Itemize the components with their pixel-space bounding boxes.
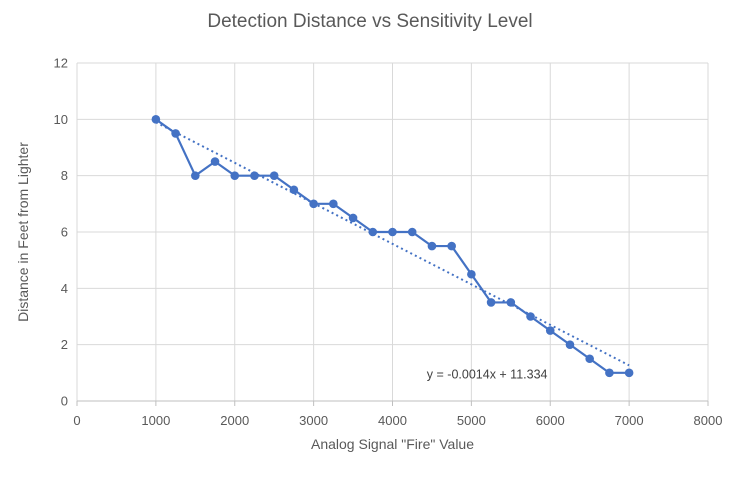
data-point-marker: [388, 227, 397, 237]
data-point-marker: [151, 115, 161, 124]
x-tick-label: 7000: [615, 413, 644, 428]
data-point-marker: [585, 354, 594, 364]
x-tick-label: 4000: [378, 413, 407, 428]
y-tick-label: 8: [61, 168, 68, 183]
y-tick-label: 2: [61, 337, 68, 352]
x-axis-title: Analog Signal "Fire" Value: [311, 436, 474, 452]
y-tick-label: 0: [61, 394, 68, 409]
x-tick-label: 3000: [299, 413, 328, 428]
data-point-marker: [407, 227, 417, 237]
data-point-marker: [210, 157, 220, 166]
trendline-equation-label: y = -0.0014x + 11.334: [427, 368, 548, 382]
chart-title: Detection Distance vs Sensitivity Level: [207, 11, 533, 32]
data-series: [151, 115, 634, 378]
data-point-marker: [309, 199, 318, 209]
data-point-marker: [447, 241, 456, 251]
data-point-marker: [329, 199, 338, 209]
y-tick-label: 6: [61, 225, 68, 240]
data-point-marker: [171, 129, 180, 138]
x-tick-label: 1000: [141, 413, 170, 428]
data-point-marker: [467, 269, 476, 279]
data-point-marker: [230, 171, 240, 180]
trendline-group: [155, 121, 630, 367]
y-axis-title: Distance in Feet from Lighter: [15, 142, 31, 322]
trendline: [155, 121, 630, 367]
data-point-marker: [368, 227, 378, 237]
y-tick-label: 4: [61, 281, 68, 296]
tick-labels: 0 1000 2000 3000 4000 5000 6000 7000 8000 0 2 4 6 8 10…: [54, 56, 723, 429]
y-tick-label: 10: [54, 112, 68, 127]
data-point-marker: [191, 171, 200, 180]
y-tick-label: 12: [54, 56, 68, 71]
data-point-marker: [427, 241, 437, 251]
axes: [76, 400, 709, 406]
data-point-marker: [506, 298, 516, 307]
data-point-marker: [605, 368, 614, 378]
data-point-marker: [289, 185, 299, 195]
data-point-marker: [250, 171, 259, 180]
x-tick-label: 5000: [457, 413, 486, 428]
data-point-marker: [526, 312, 535, 321]
data-point-marker: [348, 213, 358, 223]
data-point-marker: [545, 326, 555, 335]
x-tick-label: 2000: [220, 413, 249, 428]
data-point-marker: [565, 340, 575, 349]
data-point-marker: [269, 171, 279, 180]
x-tick-label: 6000: [536, 413, 565, 428]
x-tick-label: 0: [73, 413, 80, 428]
gridlines: [76, 62, 709, 401]
data-point-marker: [624, 368, 634, 378]
data-point-marker: [486, 298, 496, 307]
y-axis-title-wrap: Distance in Feet from Lighter: [15, 63, 35, 401]
x-tick-label: 8000: [694, 413, 723, 428]
